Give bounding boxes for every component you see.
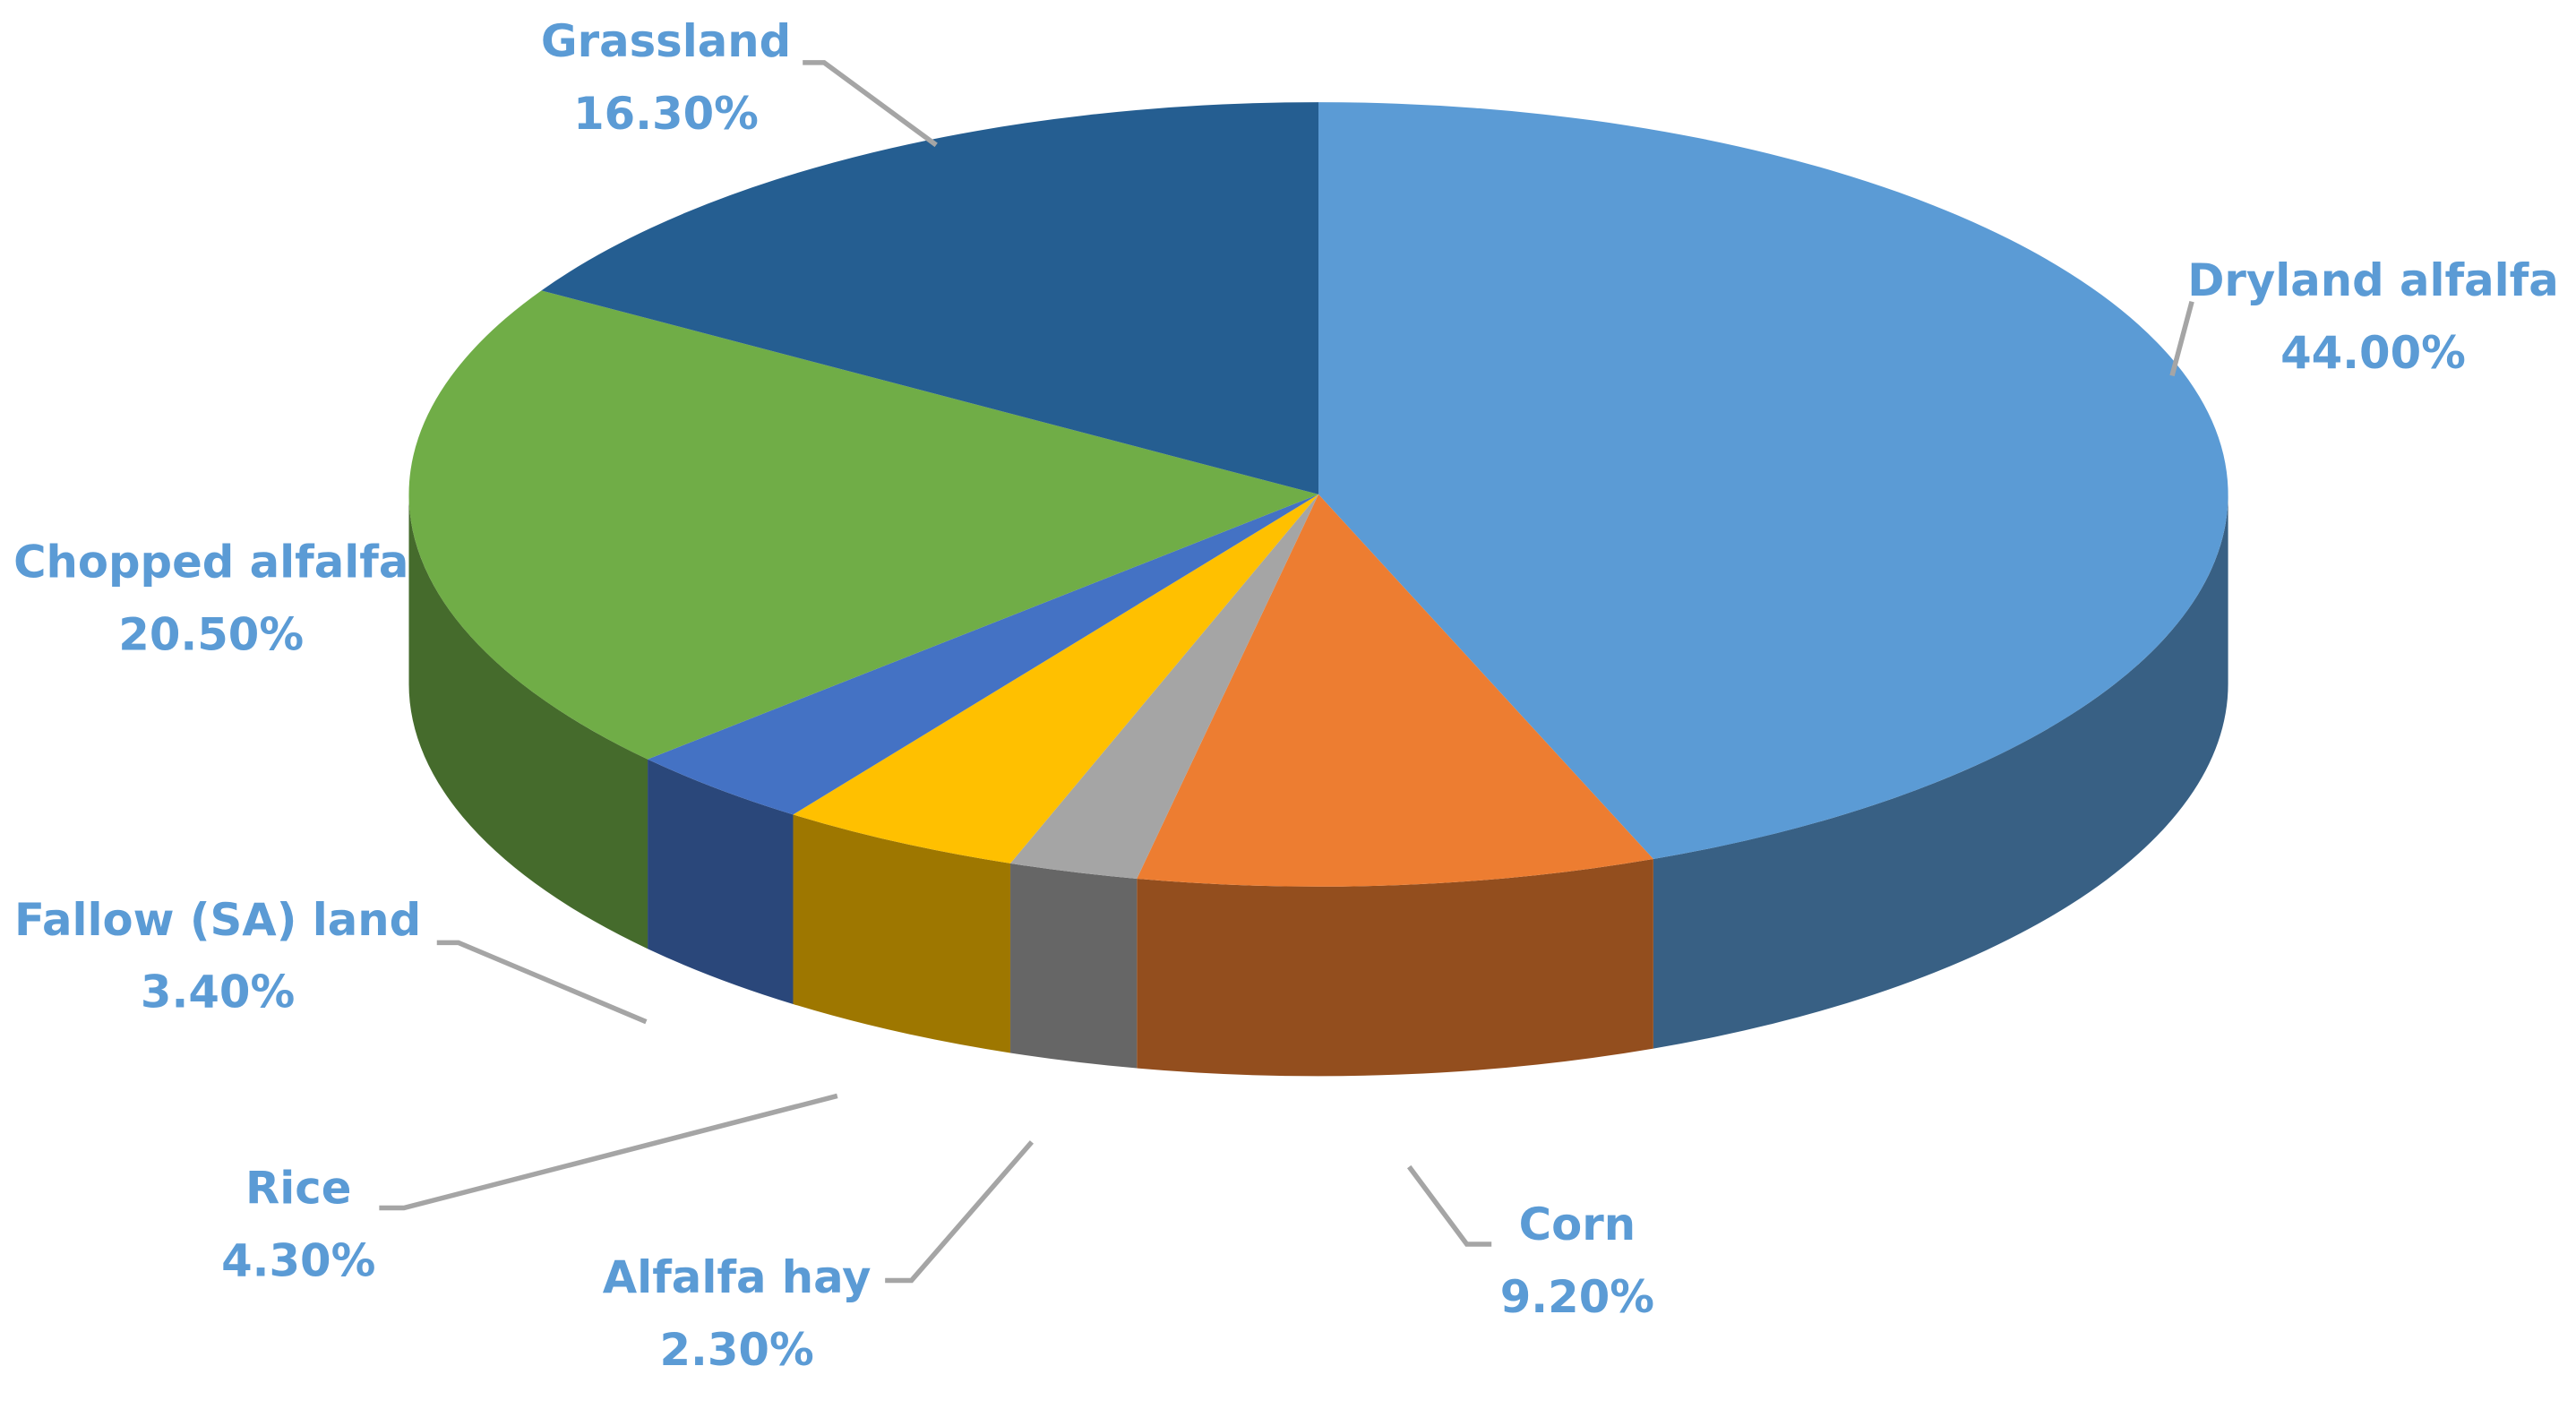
leader-line <box>803 60 938 148</box>
pie-sides <box>408 494 2228 1077</box>
leader-line <box>2169 300 2194 377</box>
leader-line <box>885 1140 1034 1284</box>
leader-line <box>436 940 648 1025</box>
slice-side <box>1010 863 1138 1069</box>
pie-slice <box>648 494 1319 815</box>
pie-slice <box>1010 494 1319 879</box>
pie-slices <box>408 102 2228 887</box>
category-label: Corn <box>1519 1199 1636 1250</box>
slice-side <box>1653 494 2228 1049</box>
category-label: Rice <box>245 1163 351 1215</box>
value-label: 4.30% <box>221 1235 375 1287</box>
pie-slice <box>408 290 1319 760</box>
slice-side <box>408 494 648 949</box>
leader-line <box>379 1093 838 1211</box>
value-label: 20.50% <box>118 608 304 660</box>
category-label: Fallow (SA) land <box>14 894 421 946</box>
pie-slice <box>541 102 1319 494</box>
value-label: 44.00% <box>2280 327 2466 379</box>
value-label: 16.30% <box>573 88 759 140</box>
value-label: 2.30% <box>659 1324 813 1376</box>
slice-side <box>1137 859 1653 1077</box>
category-label: Grassland <box>541 15 791 67</box>
category-label: Dryland alfalfa <box>2187 254 2559 306</box>
category-label: Chopped alfalfa <box>13 537 408 589</box>
pie-slice <box>793 494 1319 863</box>
value-label: 3.40% <box>141 967 295 1018</box>
leader-line <box>1407 1164 1492 1247</box>
category-label: Alfalfa hay <box>603 1251 872 1303</box>
slice-side <box>648 759 794 1004</box>
slice-side <box>793 814 1011 1053</box>
data-labels: Dryland alfalfa 44.00% Corn 9.20% Alfalfa ha… <box>13 15 2559 1376</box>
value-label: 9.20% <box>1500 1271 1654 1323</box>
pie-slice <box>1137 494 1653 887</box>
pie-slice <box>1318 102 2228 860</box>
